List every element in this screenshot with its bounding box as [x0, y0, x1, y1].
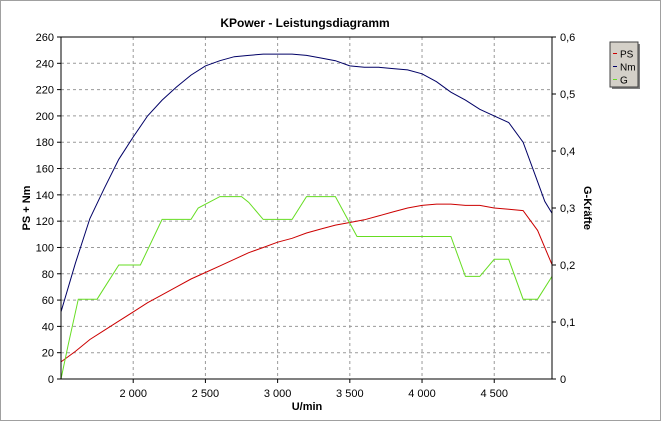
x-tick-label: 4 500 — [480, 388, 508, 400]
y-axis-ticks: 0 20 40 60 80 100 120 140 160 180 200 220 240 260 — [36, 32, 61, 386]
y2-axis-label: G-Kräfte — [581, 186, 593, 230]
legend-label-nm: Nm — [620, 63, 636, 74]
y2-tick-label: 0,5 — [560, 89, 575, 101]
legend-label-g: G — [620, 76, 628, 87]
series-line-g — [60, 196, 553, 380]
x-tick-label: 3 500 — [336, 388, 364, 400]
y2-tick-label: 0,3 — [560, 203, 575, 215]
y-tick-label: 160 — [36, 164, 54, 176]
y-tick-label: 60 — [42, 295, 54, 307]
y-tick-label: 0 — [48, 374, 54, 386]
x-tick-label: 3 000 — [264, 388, 292, 400]
y2-tick-label: 0,2 — [560, 260, 575, 272]
y-tick-label: 20 — [42, 348, 54, 360]
x-tick-label: 4 000 — [408, 388, 436, 400]
y-tick-label: 180 — [36, 137, 54, 149]
y-tick-label: 260 — [36, 32, 54, 44]
y-tick-label: 120 — [36, 216, 54, 228]
y-tick-label: 40 — [42, 321, 54, 333]
y-tick-label: 200 — [36, 111, 54, 123]
y-tick-label: 80 — [42, 269, 54, 281]
series-line-nm — [60, 53, 553, 313]
plot-area — [60, 36, 553, 380]
x-tick-label: 2 500 — [192, 388, 220, 400]
series-line-ps — [60, 203, 553, 363]
chart-title: KPower - Leistungsdiagramm — [220, 16, 389, 30]
y-tick-label: 220 — [36, 85, 54, 97]
x-tick-label: 2 000 — [119, 388, 147, 400]
y-tick-label: 100 — [36, 242, 54, 254]
y-tick-label: 140 — [36, 190, 54, 202]
x-axis-label: U/min — [292, 401, 323, 413]
x-axis-ticks: 2 000 2 500 3 000 3 500 4 000 4 500 — [119, 379, 508, 400]
grid — [61, 37, 552, 379]
y-axis-label: PS + Nm — [21, 185, 33, 230]
y2-tick-label: 0,4 — [560, 146, 575, 158]
y2-axis-ticks: 0 0,1 0,2 0,3 0,4 0,5 0,6 — [552, 32, 575, 386]
series-lines — [60, 53, 553, 380]
y2-tick-label: 0,6 — [560, 32, 575, 44]
y2-tick-label: 0,1 — [560, 317, 575, 329]
y-tick-label: 240 — [36, 58, 54, 70]
legend-label-ps: PS — [620, 50, 634, 61]
y2-tick-label: 0 — [560, 374, 566, 386]
legend: PS Nm G — [609, 41, 640, 89]
